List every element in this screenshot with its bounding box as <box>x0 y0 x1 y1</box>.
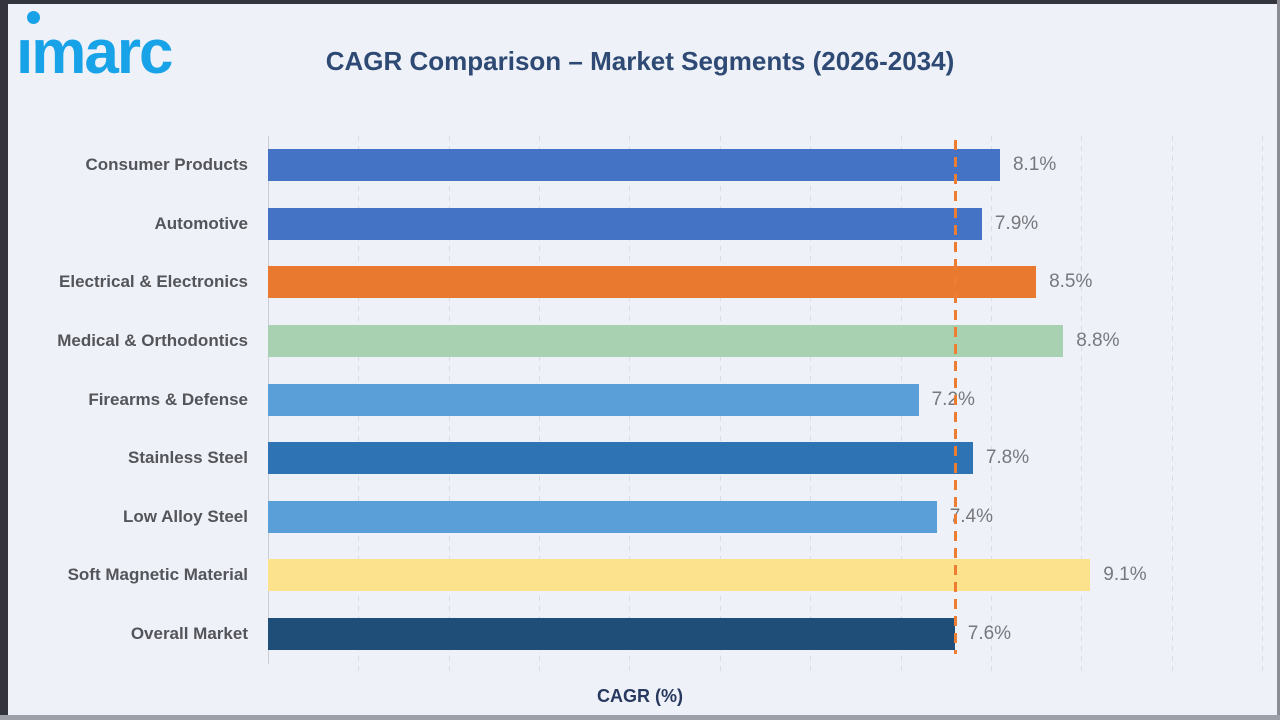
bar-automotive <box>268 207 982 240</box>
frame-edge-top <box>0 0 1280 4</box>
category-label-medical-orthodontics: Medical & Orthodontics <box>57 330 248 350</box>
chart-row-firearms-defense: Firearms & Defense 7.2% <box>18 370 1262 429</box>
chart-row-low-alloy-steel: Low Alloy Steel 7.4% <box>18 487 1262 546</box>
value-label-automotive: 7.9% <box>994 212 1039 234</box>
chart-row-automotive: Automotive 7.9% <box>18 195 1262 254</box>
category-label-firearms-defense: Firearms & Defense <box>88 389 248 409</box>
bar-consumer-products <box>268 149 1000 182</box>
value-label-medical-orthodontics: 8.8% <box>1076 329 1120 351</box>
category-label-consumer-products: Consumer Products <box>85 155 248 175</box>
bar-track: 7.4% <box>268 487 1262 546</box>
bar-medical-orthodontics <box>268 324 1064 357</box>
chart-row-electrical-electronics: Electrical & Electronics 8.5% <box>18 253 1262 312</box>
chart-row-medical-orthodontics: Medical & Orthodontics 8.8% <box>18 312 1262 371</box>
imarc-logo: ımarc <box>16 8 236 98</box>
bar-track: 9.1% <box>268 546 1262 605</box>
value-label-low-alloy-steel: 7.4% <box>949 505 993 527</box>
chart-title: CAGR Comparison – Market Segments (2026-… <box>325 46 955 76</box>
bar-track: 7.6% <box>268 605 1262 664</box>
category-label-low-alloy-steel: Low Alloy Steel <box>122 506 248 526</box>
bar-track: 8.5% <box>268 253 1262 312</box>
bar-low-alloy-steel <box>268 500 937 533</box>
value-label-overall-market: 7.6% <box>967 622 1012 644</box>
category-label-stainless-steel: Stainless Steel <box>127 448 248 468</box>
value-label-firearms-defense: 7.2% <box>932 389 975 411</box>
bar-overall-market <box>268 617 955 650</box>
chart-row-stainless-steel: Stainless Steel 7.8% <box>18 429 1262 488</box>
bar-electrical-electronics <box>268 266 1037 299</box>
bar-stainless-steel <box>268 442 973 475</box>
value-label-stainless-steel: 7.8% <box>985 447 1030 469</box>
gridline <box>1171 136 1173 672</box>
value-label-soft-magnetic-material: 9.1% <box>1103 564 1147 586</box>
bar-chart: Consumer Products 8.1% Automotive 7.9% Elect… <box>18 136 1262 663</box>
bar-track: 8.8% <box>268 312 1262 371</box>
logo-text: ımarc <box>16 18 173 87</box>
category-label-overall-market: Overall Market <box>130 623 248 643</box>
bar-track: 7.8% <box>268 429 1262 488</box>
value-label-electrical-electronics: 8.5% <box>1049 271 1093 293</box>
gridline <box>1262 136 1263 672</box>
chart-row-overall-market: Overall Market 7.6% <box>18 605 1262 664</box>
frame-edge-left <box>0 0 8 720</box>
logo-dot-icon <box>27 11 40 24</box>
category-label-automotive: Automotive <box>154 213 249 233</box>
bar-firearms-defense <box>268 383 919 416</box>
frame-edge-bottom <box>0 715 1280 720</box>
gridline <box>1081 136 1083 672</box>
chart-row-soft-magnetic-material: Soft Magnetic Material 9.1% <box>18 546 1262 605</box>
x-axis-label: CAGR (%) <box>597 686 683 706</box>
overall-market-reference-line <box>953 140 957 654</box>
frame-edge-right <box>1277 0 1280 720</box>
category-label-electrical-electronics: Electrical & Electronics <box>59 272 248 292</box>
value-label-consumer-products: 8.1% <box>1012 154 1057 176</box>
bar-track: 7.2% <box>268 370 1262 429</box>
chart-row-consumer-products: Consumer Products 8.1% <box>18 136 1262 195</box>
bar-soft-magnetic-material <box>268 559 1091 592</box>
bar-track: 7.9% <box>268 195 1262 254</box>
category-label-soft-magnetic-material: Soft Magnetic Material <box>67 565 248 585</box>
gridline <box>990 136 992 672</box>
bar-track: 8.1% <box>268 136 1262 195</box>
